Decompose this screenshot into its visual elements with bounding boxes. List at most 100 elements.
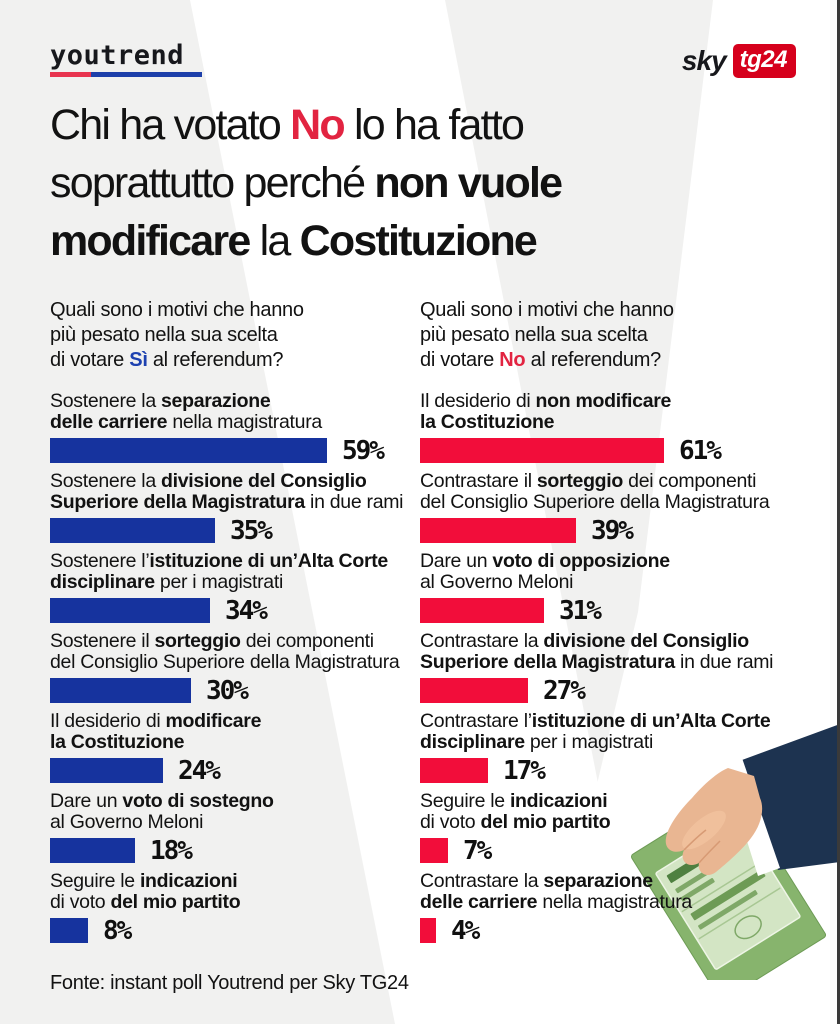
poll-item: Sostenere la divisione del Consiglio Sup…	[50, 470, 410, 546]
poll-bar	[50, 598, 210, 623]
no-bar-list: Il desiderio di non modificare la Costit…	[420, 390, 824, 946]
poll-bar-row: 34%	[50, 595, 410, 626]
poll-bar-row: 8%	[50, 915, 410, 946]
si-question-line-1: Quali sono i motivi che hanno	[50, 299, 304, 321]
poll-bar-row: 18%	[50, 835, 410, 866]
si-question: Quali sono i motivi che hanno più pesato…	[50, 298, 410, 373]
poll-value: 35%	[230, 515, 273, 546]
poll-value: 34%	[225, 595, 268, 626]
poll-item-label-line-1: Contrastare la separazione	[420, 870, 653, 892]
poll-item: Contrastare la separazione delle carrier…	[420, 870, 824, 946]
poll-item: Contrastare la divisione del Consiglio S…	[420, 631, 824, 706]
poll-item-label-line-2: al Governo Meloni	[50, 811, 204, 833]
poll-item: Contrastare il sorteggio dei componenti …	[420, 471, 824, 546]
poll-value: 7%	[463, 835, 492, 866]
poll-item-label-line-1: Dare un voto di sostegno	[50, 790, 274, 812]
thumb	[682, 810, 726, 850]
poll-item: Seguire le indicazioni di voto del mio p…	[50, 871, 410, 946]
poll-item-label: Dare un voto di sostegno al Governo Melo…	[50, 791, 410, 833]
poll-value: 18%	[150, 835, 193, 866]
poll-bar-row: 59%	[50, 435, 410, 466]
poll-item-label-line-1: Sostenere la separazione	[50, 390, 271, 412]
poll-bar-row: 61%	[420, 435, 824, 466]
poll-item-label: Dare un voto di opposizione al Governo M…	[420, 551, 824, 593]
title-line-2: soprattutto perché non vuole	[50, 159, 563, 207]
poll-item-label-line-2: disciplinare per i magistrati	[50, 571, 283, 593]
youtrend-logo: youtrend	[50, 40, 202, 77]
poll-bar	[420, 918, 436, 943]
poll-bar	[50, 838, 135, 863]
poll-bar	[420, 518, 576, 543]
poll-bar	[50, 678, 191, 703]
poll-item-label-line-2: la Costituzione	[50, 731, 185, 753]
poll-item-label-line-2: di voto del mio partito	[420, 811, 611, 833]
poll-item-label-line-1: Sostenere il sorteggio dei componenti	[50, 630, 374, 652]
poll-bar-row: 30%	[50, 675, 410, 706]
right-edge-border	[837, 0, 840, 1024]
title-line-1: Chi ha votato No lo ha fatto	[50, 101, 525, 149]
poll-item-label-line-1: Il desiderio di non modificare	[420, 390, 672, 412]
poll-item-label-line-1: Contrastare l’istituzione di un’Alta Cor…	[420, 710, 771, 732]
poll-bar-row: 17%	[420, 756, 824, 786]
poll-bar	[420, 838, 448, 863]
underline-red-segment	[50, 72, 92, 77]
poll-item-label-line-1: Sostenere l’istituzione di un’Alta Corte	[50, 550, 388, 572]
poll-item: Sostenere l’istituzione di un’Alta Corte…	[50, 550, 410, 626]
no-question-line-3: di votare No al referendum?	[420, 349, 661, 371]
tg24-badge: tg24	[732, 44, 796, 78]
poll-bar	[420, 438, 664, 463]
poll-bar-row: 31%	[420, 596, 824, 626]
poll-item-label-line-2: di voto del mio partito	[50, 891, 241, 913]
poll-item-label-line-1: Dare un voto di opposizione	[420, 550, 670, 572]
poll-value: 39%	[591, 515, 634, 546]
poll-value: 59%	[342, 435, 385, 466]
poll-bar	[50, 438, 327, 463]
poll-item-label-line-1: Sostenere la divisione del Consiglio	[50, 470, 367, 492]
ballot-hand-photo	[631, 724, 840, 980]
poll-item-label-line-2: al Governo Meloni	[420, 571, 574, 593]
poll-item-label: Contrastare l’istituzione di un’Alta Cor…	[420, 711, 824, 753]
underline-blue-segment	[91, 72, 202, 77]
si-column: Quali sono i motivi che hanno più pesato…	[50, 298, 410, 951]
poll-item-label: Contrastare la divisione del Consiglio S…	[420, 631, 824, 673]
poll-value: 30%	[206, 675, 249, 706]
poll-item-label-line-2: Superiore della Magistratura in due rami	[50, 491, 404, 513]
poll-value: 24%	[178, 755, 221, 786]
poll-bar	[420, 758, 488, 783]
poll-item-label-line-2: del Consiglio Superiore della Magistratu…	[420, 491, 770, 513]
poll-item: Dare un voto di opposizione al Governo M…	[420, 551, 824, 626]
poll-bar	[50, 918, 88, 943]
poll-bar-row: 35%	[50, 515, 410, 546]
poll-item-label-line-2: disciplinare per i magistrati	[420, 731, 653, 753]
skytg24-logo: sky tg24	[682, 44, 796, 78]
no-question-line-2: più pesato nella sua scelta	[420, 324, 648, 346]
poll-item-label-line-1: Il desiderio di modificare	[50, 710, 262, 732]
youtrend-logo-text: youtrend	[50, 40, 185, 71]
no-question-line-1: Quali sono i motivi che hanno	[420, 299, 674, 321]
poll-bar	[50, 518, 215, 543]
poll-item-label: Seguire le indicazioni di voto del mio p…	[50, 871, 410, 913]
poll-item-label-line-2: del Consiglio Superiore della Magistratu…	[50, 651, 400, 673]
poll-item-label: Contrastare il sorteggio dei componenti …	[420, 471, 824, 513]
si-question-line-3: di votare Sì al referendum?	[50, 349, 284, 371]
poll-value: 8%	[103, 915, 132, 946]
poll-item-label-line-2: delle carriere nella magistratura	[420, 891, 692, 913]
poll-item-label: Sostenere la separazione delle carriere …	[50, 391, 410, 433]
poll-item: Sostenere il sorteggio dei componenti de…	[50, 630, 410, 706]
youtrend-logo-underline	[50, 72, 202, 77]
poll-value: 4%	[451, 915, 480, 946]
poll-item: Sostenere la separazione delle carriere …	[50, 391, 410, 466]
poll-bar	[420, 598, 544, 623]
no-column: Quali sono i motivi che hanno più pesato…	[420, 298, 824, 951]
poll-bar-row: 27%	[420, 676, 824, 706]
poll-item-label-line-1: Seguire le indicazioni	[50, 870, 238, 892]
poll-value: 61%	[679, 435, 722, 466]
poll-item-label-line-1: Seguire le indicazioni	[420, 790, 608, 812]
poll-item-label: Seguire le indicazioni di voto del mio p…	[420, 791, 824, 833]
si-question-line-2: più pesato nella sua scelta	[50, 324, 278, 346]
poll-item-label-line-2: Superiore della Magistratura in due rami	[420, 651, 774, 673]
poll-item-label-line-1: Contrastare il sorteggio dei componenti	[420, 470, 757, 492]
source-note: Fonte: instant poll Youtrend per Sky TG2…	[50, 972, 409, 994]
poll-bar-row: 7%	[420, 835, 824, 866]
poll-item-label-line-1: Contrastare la divisione del Consiglio	[420, 630, 749, 652]
